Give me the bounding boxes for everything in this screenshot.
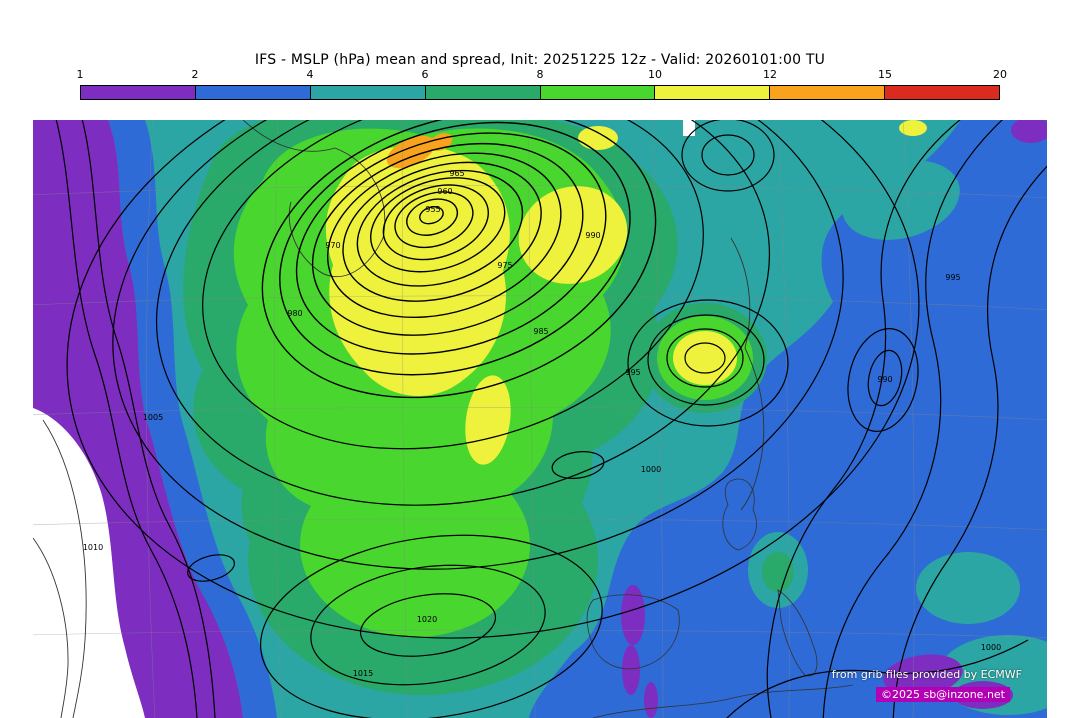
colorbar-tick-labels: 1 2 4 6 8 10 12 15 20 (76, 68, 1008, 82)
contour-label: 955 (425, 205, 440, 214)
weather-map: 955 960 965 970 975 980 985 990 995 1000… (33, 120, 1047, 718)
isobar-closed-small (187, 554, 235, 582)
spread-patch-purple (622, 645, 640, 695)
coastline-america (42, 419, 87, 718)
contour-label: 995 (625, 368, 640, 377)
isobar-open (892, 165, 1047, 718)
isobar-outer (202, 120, 704, 450)
colorbar-tick-label: 1 (76, 68, 84, 81)
coastline-iberia (586, 594, 680, 670)
contour-label: 1005 (143, 413, 163, 422)
spread-fill-layer (33, 120, 1047, 718)
contour-label: 1010 (83, 543, 103, 552)
spread-patch-purple (883, 654, 963, 696)
colorbar (80, 85, 1000, 100)
colorbar-tick-label: 20 (993, 68, 1007, 81)
colorbar-tick-label: 10 (648, 68, 662, 81)
graticule-layer (33, 120, 1047, 718)
colorbar-tick-label: 12 (763, 68, 777, 81)
spread-region-green-south (300, 453, 530, 637)
isobars-norway-low (627, 299, 789, 427)
colorbar-tick-label: 4 (306, 68, 314, 81)
contour-label: 985 (533, 327, 548, 336)
no-data-region (33, 408, 145, 718)
contour-label: 990 (585, 231, 600, 240)
coastline-greenland (242, 120, 386, 277)
colorbar-segment-8 (885, 86, 999, 99)
isobars-high (260, 534, 603, 718)
isobar-closed-small (701, 134, 755, 176)
contour-label: 995 (945, 273, 960, 282)
colorbar-segment-7 (770, 86, 886, 99)
isobar-open (55, 120, 198, 718)
colorbar-tick-label: 2 (191, 68, 199, 81)
isobar-outer (66, 120, 920, 639)
coastline-italy (777, 589, 818, 677)
isobar-open (822, 120, 1004, 718)
colorbar-segment-4 (425, 86, 541, 99)
isobar-closed-small (867, 349, 903, 407)
coastline-america (33, 537, 69, 718)
colorbar-tick-label: 6 (421, 68, 429, 81)
copyright-text: ©2025 sb@inzone.net (875, 687, 1010, 702)
contour-label: 1020 (417, 615, 437, 624)
isobar-outer (112, 120, 844, 570)
contour-label: 965 (449, 169, 464, 178)
chart-title: IFS - MSLP (hPa) mean and spread, Init: … (254, 52, 826, 68)
spread-patch-yellow (578, 126, 618, 150)
spread-region-blue-europe (529, 120, 1047, 718)
isobars-deep-low (261, 120, 657, 399)
contour-label: 1000 (981, 643, 1001, 652)
spread-patch-seagreen (762, 552, 794, 592)
isobar-open (766, 120, 961, 718)
contour-label: 1000 (641, 465, 661, 474)
spread-patch-yellow (465, 375, 511, 465)
colorbar-segment-2 (195, 86, 311, 99)
spread-patch-yellow (899, 120, 927, 136)
spread-patch-teal (842, 160, 960, 240)
colorbar-segment-3 (310, 86, 426, 99)
credit-text: from grib files provided by ECMWF (831, 668, 1022, 681)
contour-label: 970 (325, 241, 340, 250)
spread-patch-teal (916, 552, 1020, 624)
colorbar-segment-5 (540, 86, 656, 99)
colorbar-segment-6 (655, 86, 771, 99)
coastlines-layer (33, 120, 854, 718)
isobar-closed-small (847, 328, 919, 432)
isobar-contours-layer (55, 120, 1047, 718)
contour-label: 980 (287, 309, 302, 318)
spread-patch-purple (1011, 120, 1047, 143)
isobar-outer (155, 120, 771, 506)
contour-label: 1015 (353, 669, 373, 678)
map-notch (683, 120, 695, 136)
colorbar-segment-1 (81, 86, 196, 99)
isobar-open (81, 120, 216, 718)
colorbar-tick-label: 15 (878, 68, 892, 81)
contour-label: 990 (877, 375, 892, 384)
contour-label: 960 (437, 187, 452, 196)
coastline-norway (730, 237, 765, 511)
spread-region-yellow-core (325, 145, 510, 397)
spread-band-blue-west (108, 120, 277, 718)
colorbar-tick-label: 8 (536, 68, 544, 81)
spread-patch-purple (644, 682, 658, 718)
contour-label: 975 (497, 261, 512, 270)
spread-patch-purple (621, 585, 645, 645)
spread-patch-yellow (518, 186, 628, 284)
isobar-closed-small (681, 120, 775, 192)
isobar-open (726, 639, 1029, 718)
coastline-uk (722, 478, 757, 551)
coastline-north-africa (592, 684, 854, 718)
spread-core-yellow-norway (673, 331, 737, 385)
contour-labels-layer: 955 960 965 970 975 980 985 990 995 1000… (83, 169, 1001, 678)
isobar-closed-small (551, 451, 605, 479)
